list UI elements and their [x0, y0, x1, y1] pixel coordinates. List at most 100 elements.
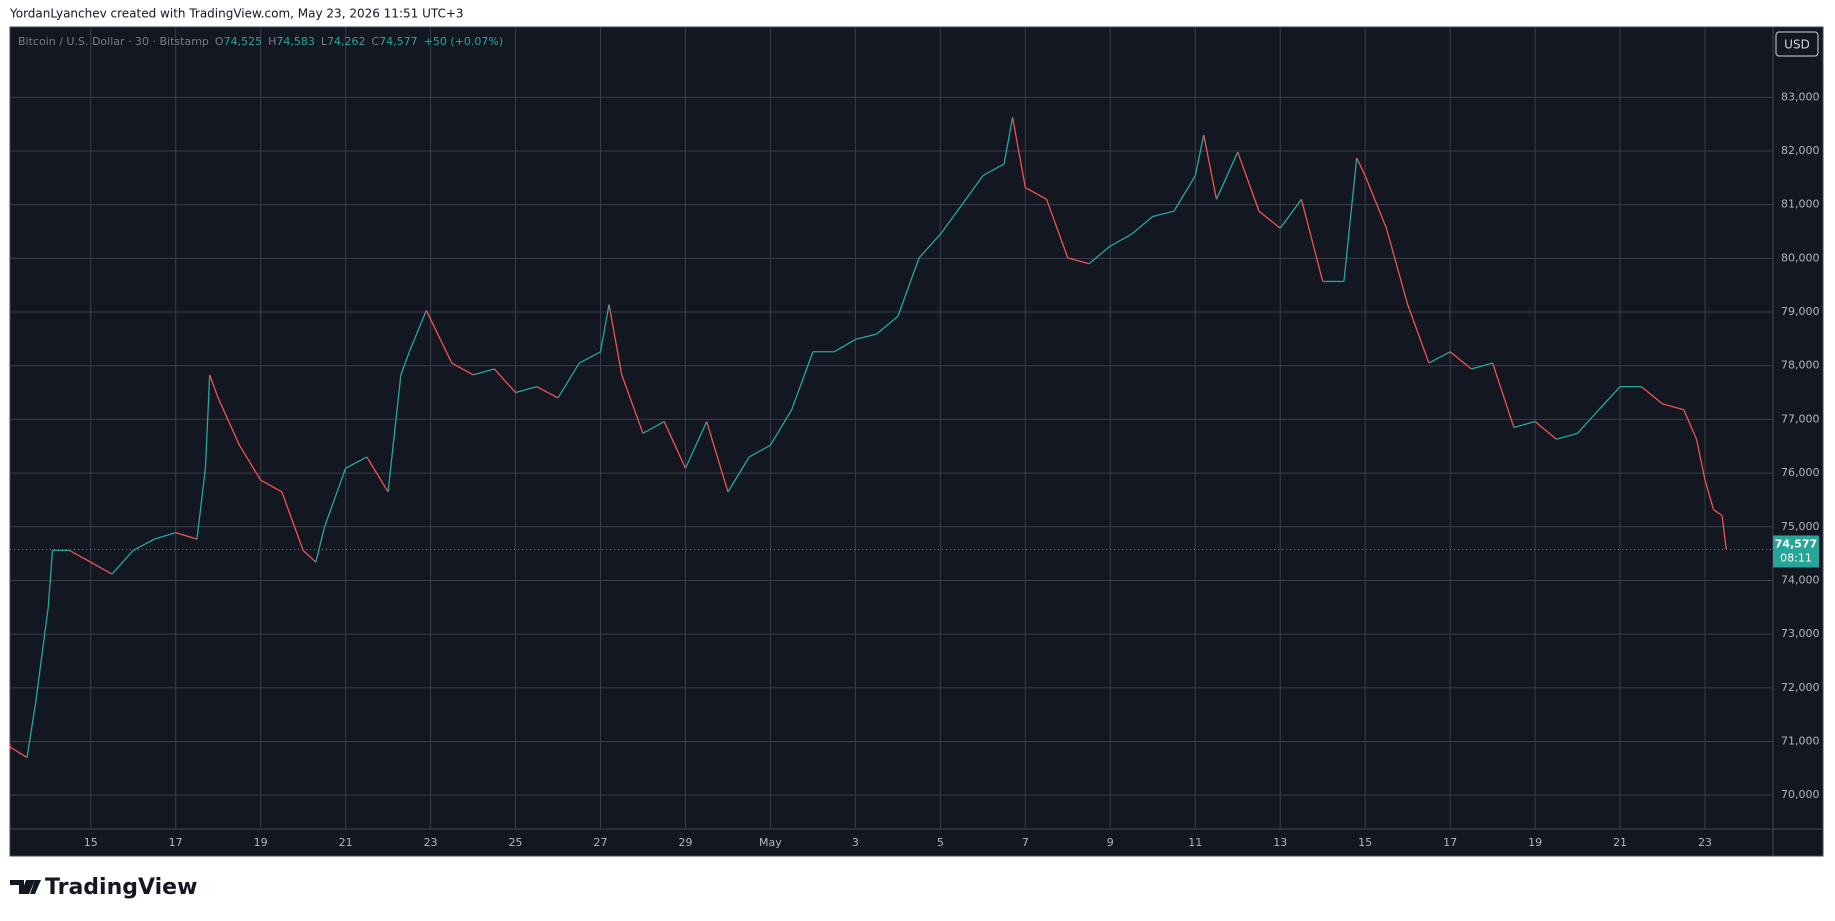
price-segment [366, 456, 389, 493]
x-tick-label: 15 [1358, 836, 1372, 849]
price-segment [1067, 257, 1090, 265]
price-segment [1131, 215, 1154, 235]
price-segment [536, 386, 559, 399]
price-segment [1695, 439, 1706, 481]
price-segment [281, 491, 304, 551]
x-tick-label: May [759, 836, 782, 849]
legend-item: 74,577 [379, 35, 418, 48]
legend-item: +50 (+0.07%) [424, 35, 503, 48]
x-tick-label: 17 [169, 836, 183, 849]
price-segment [1449, 351, 1472, 370]
x-tick-label: 29 [678, 836, 692, 849]
price-segment [1194, 134, 1205, 176]
x-tick-label: 23 [1698, 836, 1712, 849]
x-tick-label: 23 [424, 836, 438, 849]
x-tick-label: 19 [254, 836, 268, 849]
credit: YordanLyanchev created with TradingView.… [9, 7, 464, 21]
price-segment [26, 703, 37, 758]
price-segment [833, 338, 856, 353]
price-segment [1577, 409, 1600, 434]
price-segment [1683, 409, 1698, 440]
y-tick-label: 77,000 [1781, 412, 1820, 425]
price-segment [90, 561, 113, 575]
price-segment [578, 351, 601, 364]
price-segment [132, 538, 155, 551]
price-segment [684, 421, 708, 469]
price-segment [1598, 386, 1621, 411]
price-segment [1300, 199, 1324, 282]
price-segment [961, 175, 984, 206]
y-tick-label: 73,000 [1781, 627, 1820, 640]
legend-item: O [215, 35, 224, 48]
legend-item: C [372, 35, 380, 48]
y-tick-label: 70,000 [1781, 788, 1820, 801]
currency[interactable]: USD [1784, 38, 1810, 52]
x-tick-label: 9 [1107, 836, 1114, 849]
price-segment [1203, 134, 1218, 200]
y-tick-label: 75,000 [1781, 520, 1820, 533]
price-segment [387, 374, 402, 492]
price-segment [897, 257, 920, 317]
last-price-label: 74,577 [1775, 537, 1817, 550]
price-segment [1713, 509, 1723, 517]
price-segment [1721, 515, 1727, 550]
price-segment [1556, 432, 1578, 440]
y-tick-label: 72,000 [1781, 681, 1820, 694]
footer-logo: TradingView [10, 875, 197, 900]
legend-item: Bitcoin / U.S. Dollar · 30 · Bitstamp [18, 35, 209, 48]
price-segment [599, 304, 610, 352]
y-tick-label: 83,000 [1781, 90, 1820, 103]
price-segment [302, 549, 317, 563]
y-tick-label: 81,000 [1781, 198, 1820, 211]
price-segment [1343, 157, 1358, 282]
price-segment [706, 421, 729, 493]
price-segment [1011, 117, 1026, 188]
price-segment [400, 351, 410, 376]
price-segment [196, 468, 207, 540]
price-segment [1407, 304, 1430, 364]
price-segment [260, 479, 283, 493]
price-segment [34, 607, 49, 705]
price-segment [1173, 175, 1196, 212]
legend-item: L [321, 35, 328, 48]
price-segment [769, 409, 793, 446]
price-segment [345, 456, 368, 469]
x-tick-label: 13 [1273, 836, 1287, 849]
price-segment [175, 532, 198, 540]
price-segment [217, 397, 240, 446]
price-segment [1215, 151, 1239, 200]
y-tick-label: 74,000 [1781, 573, 1820, 586]
price-segment [1513, 420, 1536, 429]
x-tick-label: 21 [339, 836, 353, 849]
price-segment [472, 368, 495, 376]
price-segment [1385, 228, 1409, 305]
countdown: 08:11 [1780, 551, 1812, 564]
y-tick-label: 79,000 [1781, 305, 1820, 318]
currency-button[interactable] [1775, 31, 1819, 57]
price-segment [1428, 351, 1451, 364]
price-segment [557, 362, 580, 399]
x-tick-label: 15 [84, 836, 98, 849]
price-segment [918, 233, 941, 259]
price-segment [425, 310, 453, 364]
legend: Bitcoin / U.S. Dollar · 30 · Bitstamp O 74… [18, 35, 503, 48]
price-segment [1640, 386, 1663, 405]
price-segment [1279, 198, 1302, 229]
price-segment [408, 310, 427, 353]
legend-item: 74,262 [327, 35, 366, 48]
price-segment [982, 163, 1005, 177]
price-segment [608, 304, 623, 375]
price-segment [69, 549, 92, 563]
price-segment [663, 421, 687, 469]
x-tick-label: 21 [1613, 836, 1627, 849]
price-segment [855, 333, 877, 341]
price-segment [1356, 157, 1366, 176]
x-tick-label: 3 [852, 836, 859, 849]
y-tick-label: 71,000 [1781, 734, 1820, 747]
x-tick-label: 5 [937, 836, 944, 849]
last-price-badge [1773, 535, 1819, 568]
price-segment [47, 550, 54, 608]
price-segment [1258, 210, 1281, 229]
